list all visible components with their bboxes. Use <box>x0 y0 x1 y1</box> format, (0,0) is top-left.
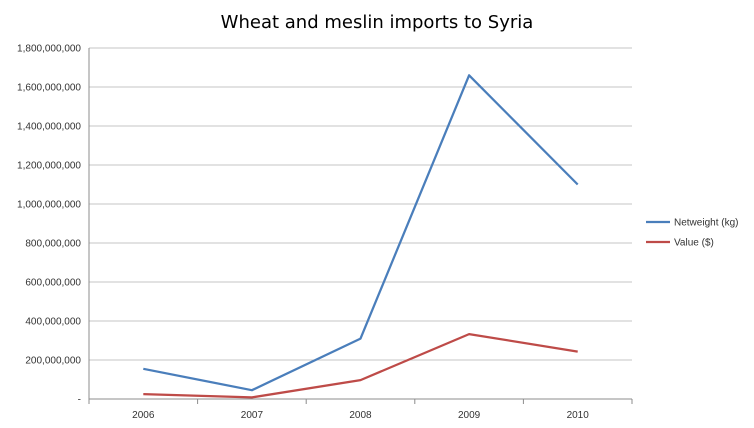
y-tick-label: 400,000,000 <box>25 317 81 328</box>
y-tick-label: 800,000,000 <box>25 239 81 250</box>
y-tick-label: 1,200,000,000 <box>17 161 81 172</box>
y-tick-label: 1,600,000,000 <box>17 83 81 94</box>
legend-label: Netweight (kg) <box>674 218 738 229</box>
grid-lines <box>89 47 632 361</box>
x-axis-tick-labels: 2006 2007 2008 2009 2010 <box>132 410 589 421</box>
y-tick-label: 1,400,000,000 <box>17 122 81 133</box>
x-tick-label: 2010 <box>567 410 590 421</box>
series-line-1 <box>143 74 579 392</box>
axes <box>88 48 633 404</box>
legend-label: Value ($) <box>674 238 714 249</box>
x-tick-label: 2007 <box>241 410 264 421</box>
legend: Netweight (kg) Value ($) <box>646 218 738 249</box>
y-axis-tick-labels: - 200,000,000 400,000,000 600,000,000 800,00… <box>17 44 81 406</box>
x-tick-label: 2006 <box>132 410 155 421</box>
series-line-2 <box>143 332 578 399</box>
x-tick-label: 2009 <box>458 410 481 421</box>
y-tick-label: 1,800,000,000 <box>17 44 81 55</box>
y-tick-label: - <box>78 395 81 406</box>
chart-title: Wheat and meslin imports to Syria <box>221 12 534 33</box>
y-tick-label: 200,000,000 <box>25 356 81 367</box>
y-tick-label: 600,000,000 <box>25 278 81 289</box>
y-tick-label: 1,000,000,000 <box>17 200 81 211</box>
x-tick-label: 2008 <box>349 410 372 421</box>
series-lines <box>143 74 579 399</box>
